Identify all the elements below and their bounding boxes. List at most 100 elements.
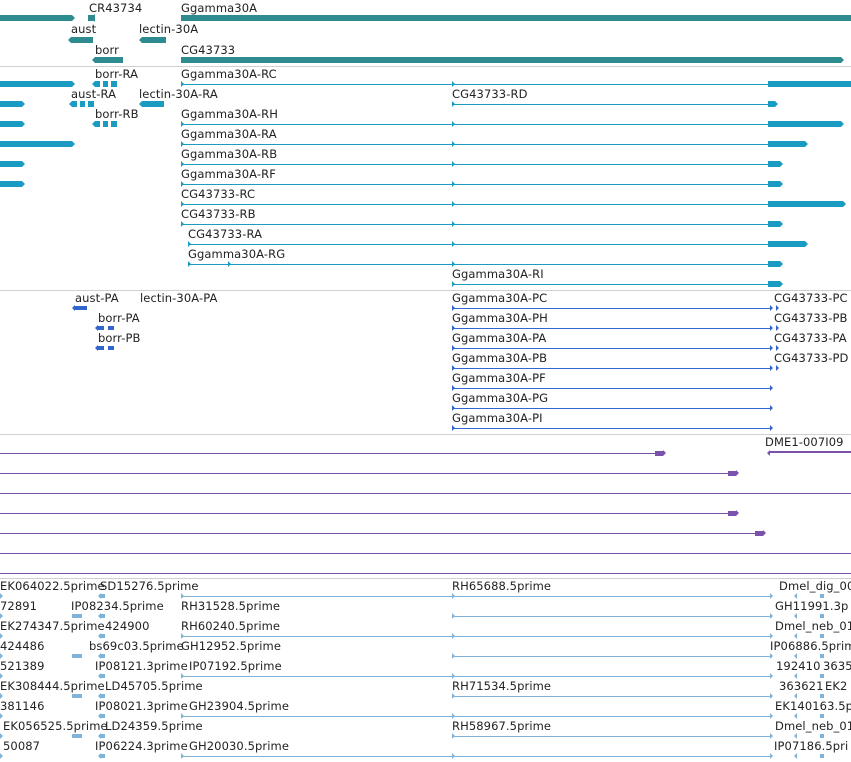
transcript-label-cg43733-rb[interactable]: CG43733-RB [181,207,256,221]
est-label[interactable]: EK308444.5prime [0,679,105,693]
transcript-label-lectin-30a-ra[interactable]: lectin-30A-RA [139,87,218,101]
est-label[interactable]: 363621 [779,679,824,693]
transcript-glyph-left[interactable] [0,121,22,127]
transcript-glyph-small[interactable] [95,81,100,87]
protein-label-ggamma30a-pc[interactable]: Ggamma30A-PC [452,291,548,305]
protein-label-aust-pa[interactable]: aust-PA [75,291,119,305]
est-glyph[interactable] [820,654,824,658]
est-label[interactable]: IP06886.5prime [770,639,851,653]
gene-glyph-borr[interactable] [95,57,123,63]
est-glyph[interactable] [101,634,105,638]
gene-glyph-cr43734[interactable] [88,15,95,21]
est-label[interactable]: 72891 [0,599,38,613]
protein-label-ggamma30a-pg[interactable]: Ggamma30A-PG [452,391,549,405]
transcript-label-cg43733-ra[interactable]: CG43733-RA [188,227,263,241]
est-label[interactable]: GH12952.5prime [181,639,282,653]
est-glyph[interactable] [820,754,824,758]
transcript-glyph-small[interactable] [95,121,100,127]
transcript-glyph-left[interactable] [0,141,72,147]
gene-label-ggamma30a[interactable]: Ggamma30A [181,1,258,15]
transcript-glyph-small[interactable] [88,101,94,107]
transcript-exon[interactable] [768,101,775,107]
transcript-glyph-small[interactable] [72,101,77,107]
protein-label-ggamma30a-pi[interactable]: Ggamma30A-PI [452,411,543,425]
transcript-label-ggamma30a-ri[interactable]: Ggamma30A-RI [452,267,544,281]
transcript-glyph-left[interactable] [0,101,22,107]
alignment-end[interactable] [755,531,763,536]
gene-glyph-ggamma30a[interactable] [181,15,851,21]
protein-glyph-borr[interactable] [98,326,104,330]
est-label[interactable]: Dmel_dig_00 [779,579,851,593]
est-glyph[interactable] [72,654,82,658]
transcript-glyph-small[interactable] [103,81,108,87]
est-label[interactable]: IP06224.3prime [95,739,188,753]
est-label[interactable]: EK056525.5prime [3,719,108,733]
alignment-end[interactable] [655,451,663,456]
alignment-end[interactable] [728,511,736,516]
est-label[interactable]: LD24359.5prime [105,719,203,733]
protein-label-ggamma30a-pa[interactable]: Ggamma30A-PA [452,331,547,345]
transcript-exon[interactable] [768,221,780,227]
transcript-glyph-small[interactable] [111,81,117,87]
gene-glyph-aust[interactable] [71,37,93,43]
est-label[interactable]: 424486 [0,639,45,653]
est-label[interactable]: 50087 [3,739,41,753]
est-glyph[interactable] [72,734,82,738]
alignment-label-dme1-007i09[interactable]: DME1-007I09 [765,435,844,449]
est-glyph[interactable] [820,614,824,618]
est-glyph[interactable] [101,694,105,698]
est-label[interactable]: LD45705.5prime [105,679,203,693]
protein-glyph-borr[interactable] [98,346,104,350]
transcript-exon[interactable] [768,241,805,247]
est-label[interactable]: 381146 [0,699,45,713]
est-label[interactable]: 192410 [776,659,821,673]
alignment-end[interactable] [728,471,736,476]
transcript-exon[interactable] [768,181,780,187]
protein-label-lectin-30a-pa[interactable]: lectin-30A-PA [140,291,218,305]
transcript-label-ggamma30a-rb[interactable]: Ggamma30A-RB [181,147,278,161]
protein-label-borr-pb[interactable]: borr-PB [98,331,141,345]
protein-label-borr-pa[interactable]: borr-PA [98,311,140,325]
est-label[interactable]: EK064022.5prime [0,579,105,593]
transcript-label-aust-ra[interactable]: aust-RA [71,87,117,101]
est-label[interactable]: 3635 [823,659,851,673]
protein-label-cg43733-pa[interactable]: CG43733-PA [774,331,847,345]
gene-glyph-cg43733[interactable] [181,57,841,63]
transcript-label-ggamma30a-rc[interactable]: Ggamma30A-RC [181,67,277,81]
transcript-label-borr-ra[interactable]: borr-RA [95,67,139,81]
transcript-label-ggamma30a-rg[interactable]: Ggamma30A-RG [188,247,286,261]
est-glyph[interactable] [820,714,824,718]
est-glyph[interactable] [101,714,105,718]
transcript-exon[interactable] [768,161,780,167]
est-label[interactable]: Dmel_neb_01 [775,619,851,633]
est-glyph[interactable] [820,634,824,638]
est-label[interactable]: EK2 [825,679,848,693]
gene-label-cr43734[interactable]: CR43734 [89,1,143,15]
transcript-glyph-left[interactable] [0,181,22,187]
protein-label-cg43733-pb[interactable]: CG43733-PB [774,311,848,325]
est-glyph[interactable] [72,694,82,698]
est-glyph[interactable] [101,754,105,758]
transcript-glyph-small[interactable] [103,121,108,127]
est-label[interactable]: RH65688.5prime [452,579,552,593]
est-label[interactable]: bs69c03.5prime [89,639,184,653]
transcript-exon[interactable] [768,81,851,87]
est-label[interactable]: RH31528.5prime [181,599,281,613]
est-label[interactable]: Dmel_neb_01 [775,719,851,733]
protein-label-ggamma30a-pf[interactable]: Ggamma30A-PF [452,371,546,385]
est-label[interactable]: IP08234.5prime [71,599,164,613]
transcript-glyph-lectin-30a-ra[interactable] [142,101,164,107]
transcript-exon[interactable] [768,201,843,207]
gene-label-cg43733[interactable]: CG43733 [181,43,236,57]
est-label[interactable]: RH58967.5prime [452,719,552,733]
transcript-exon[interactable] [768,121,841,127]
protein-glyph-borr[interactable] [108,346,114,350]
transcript-exon[interactable] [768,281,780,287]
gene-label-lectin-30a[interactable]: lectin-30A [139,22,199,36]
protein-glyph-borr[interactable] [108,326,114,330]
est-label[interactable]: GH11991.3p [775,599,849,613]
est-label[interactable]: RH60240.5prime [181,619,281,633]
est-glyph[interactable] [820,694,824,698]
est-label[interactable]: IP08121.3prime [95,659,188,673]
transcript-label-borr-rb[interactable]: borr-RB [95,107,139,121]
